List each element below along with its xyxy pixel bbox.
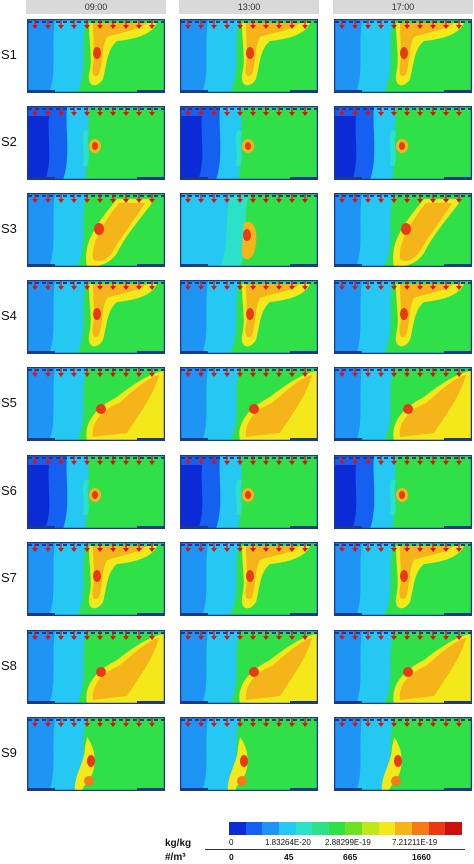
contour-panel [333,629,473,705]
row-label-s7: S7 [1,570,17,585]
legend-tick-bottom-2: 665 [343,852,358,862]
contour-panel [179,192,319,268]
legend-tick-bottom-1: 45 [284,852,294,862]
concentration-field [179,105,319,181]
concentration-field [179,279,319,355]
legend-unit-mass: kg/kg [165,838,192,849]
concentration-field [26,366,166,442]
contour-panel [333,454,473,530]
row-label-s3: S3 [1,221,17,236]
column-header-1: 13:00 [179,0,319,14]
legend-color-segment [412,822,429,835]
concentration-field [333,279,473,355]
legend-tick-bottom-3: 1660 [412,852,431,862]
row-label-s1: S1 [1,47,17,62]
legend-color-segment [312,822,329,835]
contour-panel [26,629,166,705]
concentration-field [26,629,166,705]
concentration-field [26,18,166,94]
concentration-field [333,18,473,94]
legend-color-segment [362,822,379,835]
legend-divider [205,849,465,850]
concentration-field [333,629,473,705]
concentration-field [179,454,319,530]
concentration-field [179,716,319,792]
contour-panel [333,716,473,792]
concentration-field [26,454,166,530]
concentration-field [26,192,166,268]
concentration-field [26,716,166,792]
contour-panel [179,541,319,617]
concentration-field [179,541,319,617]
concentration-field [333,366,473,442]
contour-panel [179,716,319,792]
contour-panel [26,541,166,617]
legend-unit-number: #/m³ [165,852,186,863]
contour-panel [179,366,319,442]
concentration-field [333,192,473,268]
concentration-field [333,454,473,530]
concentration-field [179,192,319,268]
contour-panel [26,366,166,442]
row-label-s4: S4 [1,308,17,323]
contour-panel [333,366,473,442]
legend-color-segment [428,822,446,835]
column-header-0: 09:00 [26,0,166,14]
column-header-2: 17:00 [333,0,473,14]
contour-panel [26,105,166,181]
legend-color-segment [345,822,363,835]
legend-tick-top-3: 7.21211E-19 [392,838,438,847]
row-label-s2: S2 [1,134,17,149]
contour-panel [179,454,319,530]
contour-panel [26,454,166,530]
legend-colorbar [229,822,462,835]
contour-panel [333,105,473,181]
legend-color-segment [229,822,246,835]
legend-color-segment [395,822,413,835]
row-label-s6: S6 [1,483,17,498]
legend-color-segment [262,822,279,835]
row-label-s8: S8 [1,658,17,673]
concentration-field [26,541,166,617]
concentration-field [179,366,319,442]
concentration-field [333,716,473,792]
contour-panel [26,716,166,792]
contour-panel [26,279,166,355]
contour-panel [179,18,319,94]
legend-color-segment [295,822,313,835]
concentration-field [333,541,473,617]
row-label-s5: S5 [1,395,17,410]
legend-color-segment [328,822,346,835]
legend-tick-top-0: 0 [229,838,234,847]
concentration-field [26,279,166,355]
legend-tick-top-1: 1.83264E-20 [265,838,311,847]
contour-panel [26,18,166,94]
contour-panel [333,541,473,617]
legend-color-segment [245,822,263,835]
contour-panel [333,192,473,268]
contour-panel [179,279,319,355]
legend-color-segment [445,822,462,835]
concentration-field [179,629,319,705]
legend-tick-bottom-0: 0 [229,852,234,862]
legend-color-segment [278,822,296,835]
legend-color-segment [378,822,396,835]
concentration-field [179,18,319,94]
row-label-s9: S9 [1,745,17,760]
concentration-field [26,105,166,181]
contour-panel [333,18,473,94]
contour-panel [179,629,319,705]
concentration-field [333,105,473,181]
legend-tick-top-2: 2.88299E-19 [325,838,371,847]
contour-panel [179,105,319,181]
contour-panel [333,279,473,355]
contour-panel [26,192,166,268]
